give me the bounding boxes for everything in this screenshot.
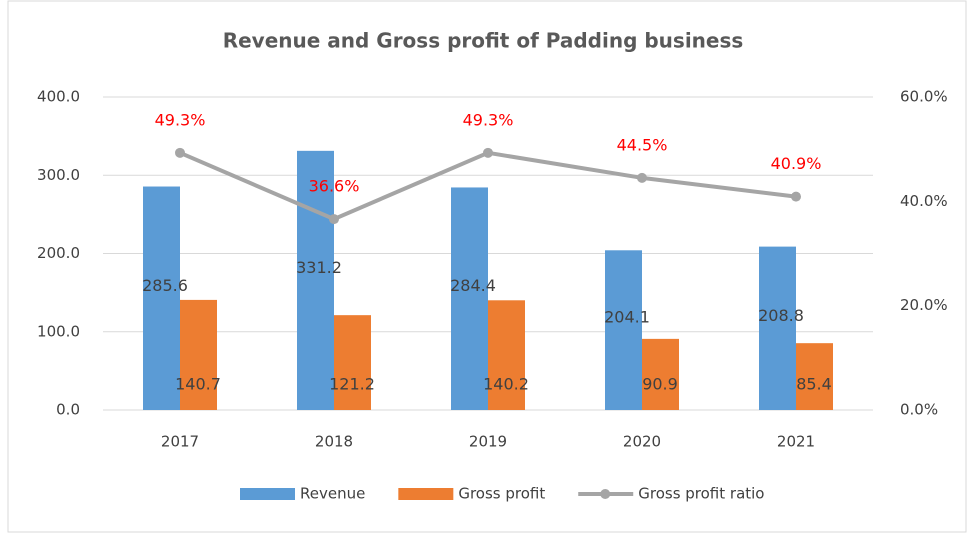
bar (180, 299, 217, 410)
data-label: 49.3% (463, 110, 514, 129)
legend-label: Gross profit (458, 485, 545, 503)
y-tick-label: 100.0 (37, 322, 80, 340)
data-label: 285.6 (142, 276, 188, 295)
bar (642, 338, 679, 410)
data-label: 90.9 (642, 375, 678, 394)
line-point (791, 191, 801, 202)
y-tick-label: 300.0 (37, 166, 80, 184)
y-tick-label: 0.0 (56, 401, 80, 419)
bar (488, 300, 525, 410)
x-tick-label: 2017 (161, 433, 199, 451)
x-tick-label: 2021 (777, 433, 815, 451)
data-label: 40.9% (771, 154, 822, 173)
x-tick-label: 2020 (623, 433, 661, 451)
data-label: 284.4 (450, 276, 496, 295)
bar (334, 315, 371, 410)
data-label: 204.1 (604, 308, 650, 327)
y2-tick-label: 40.0% (900, 192, 948, 210)
line-point (637, 172, 647, 183)
legend-swatch (398, 488, 454, 500)
x-tick-label: 2019 (469, 433, 507, 451)
y2-tick-label: 20.0% (900, 296, 948, 314)
data-label: 208.8 (758, 306, 804, 325)
x-tick-label: 2018 (315, 433, 353, 451)
bar (759, 246, 796, 410)
line-point (329, 214, 339, 225)
data-label: 121.2 (329, 375, 375, 394)
chart-title: Revenue and Gross profit of Padding busi… (223, 29, 744, 53)
y2-tick-label: 60.0% (900, 88, 948, 106)
legend-swatch (600, 489, 611, 499)
legend-label: Gross profit ratio (638, 485, 764, 503)
line-point (175, 147, 185, 158)
data-label: 85.4 (796, 375, 832, 394)
data-label: 140.2 (483, 375, 529, 394)
y-tick-label: 200.0 (37, 244, 80, 262)
bar (796, 343, 833, 410)
y-tick-label: 400.0 (37, 88, 80, 106)
line-point (483, 147, 493, 158)
bar (143, 186, 180, 410)
legend-label: Revenue (300, 485, 365, 503)
y2-tick-label: 0.0% (900, 401, 938, 419)
legend-swatch (240, 488, 295, 500)
data-label: 140.7 (175, 375, 221, 394)
data-label: 49.3% (155, 110, 206, 129)
data-label: 36.6% (309, 177, 360, 196)
data-label: 331.2 (296, 258, 342, 277)
bar (605, 250, 642, 410)
bar (297, 150, 334, 410)
data-label: 44.5% (617, 135, 668, 154)
bar (451, 187, 488, 410)
